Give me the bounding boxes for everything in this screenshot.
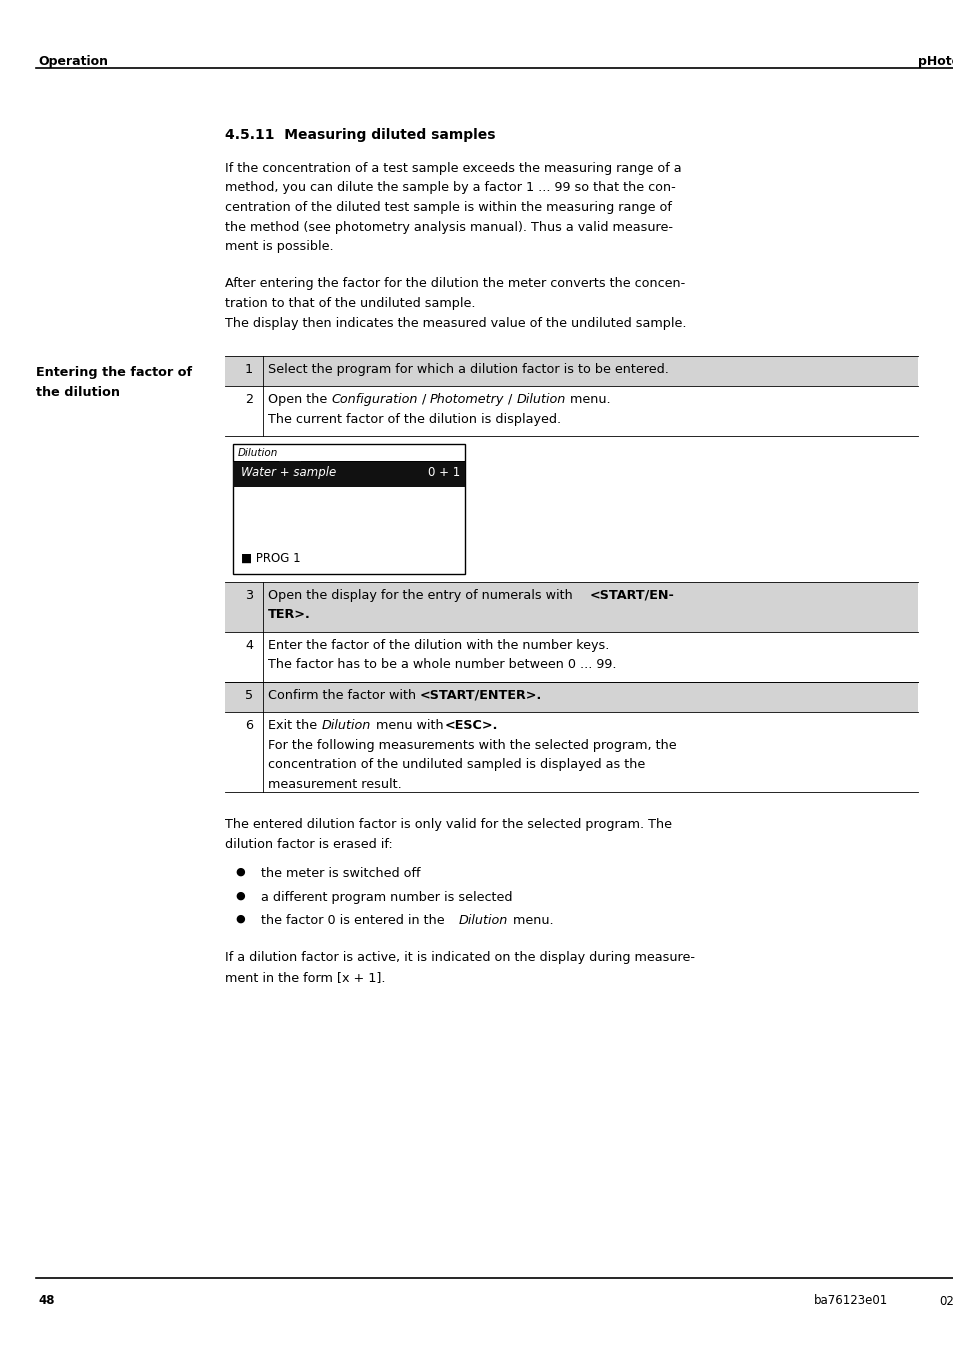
Text: <ESC>.: <ESC>. [444,719,497,732]
Text: Entering the factor of: Entering the factor of [36,366,192,380]
Text: 4.5.11  Measuring diluted samples: 4.5.11 Measuring diluted samples [225,128,495,142]
Text: Exit the: Exit the [268,719,321,732]
Text: Water + sample: Water + sample [241,466,335,480]
Text: the factor 0 is entered in the: the factor 0 is entered in the [261,915,448,927]
Text: 4: 4 [245,639,253,653]
Text: the meter is switched off: the meter is switched off [261,867,420,880]
Text: Dilution: Dilution [458,915,508,927]
Text: menu.: menu. [565,393,610,407]
Text: ●: ● [234,915,245,924]
Text: dilution factor is erased if:: dilution factor is erased if: [225,838,393,851]
Text: Operation: Operation [38,55,108,68]
Text: Enter the factor of the dilution with the number keys.: Enter the factor of the dilution with th… [268,639,609,653]
Bar [225,582,917,632]
Bar [225,682,917,712]
Text: tration to that of the undiluted sample.: tration to that of the undiluted sample. [225,297,475,309]
Text: Dilution: Dilution [237,449,278,458]
Text: 5: 5 [245,689,253,703]
Text: menu.: menu. [509,915,553,927]
Text: ment in the form [x + 1].: ment in the form [x + 1]. [225,971,385,984]
Text: ●: ● [234,867,245,877]
Text: Confirm the factor with: Confirm the factor with [268,689,419,703]
Text: the dilution: the dilution [36,385,120,399]
Bar [225,357,917,386]
Text: 0 + 1: 0 + 1 [427,466,459,480]
Text: If a dilution factor is active, it is indicated on the display during measure-: If a dilution factor is active, it is in… [225,951,695,965]
Text: Dilution: Dilution [517,393,565,407]
Text: a different program number is selected: a different program number is selected [261,890,512,904]
Text: concentration of the undiluted sampled is displayed as the: concentration of the undiluted sampled i… [268,758,644,771]
Text: 3: 3 [245,589,253,603]
Text: measurement result.: measurement result. [268,777,401,790]
Text: TER>.: TER>. [268,608,311,621]
Text: If the concentration of a test sample exceeds the measuring range of a: If the concentration of a test sample ex… [225,162,680,176]
Text: ment is possible.: ment is possible. [225,240,334,253]
Text: Photometry: Photometry [430,393,504,407]
Text: The entered dilution factor is only valid for the selected program. The: The entered dilution factor is only vali… [225,817,671,831]
Text: Open the: Open the [268,393,331,407]
Text: 6: 6 [245,719,253,732]
Text: <START/ENTER>.: <START/ENTER>. [419,689,541,703]
Text: /: / [417,393,430,407]
Text: Select the program for which a dilution factor is to be entered.: Select the program for which a dilution … [268,363,668,376]
Text: ba76123e01: ba76123e01 [813,1294,887,1306]
Text: menu with: menu with [372,719,447,732]
Text: 1: 1 [245,363,253,376]
Text: /: / [504,393,517,407]
Text: ●: ● [234,890,245,901]
Bar [233,461,464,486]
Text: pHotoFlex: pHotoFlex [917,55,953,68]
Text: Open the display for the entry of numerals with: Open the display for the entry of numera… [268,589,577,603]
Text: The display then indicates the measured value of the undiluted sample.: The display then indicates the measured … [225,316,686,330]
Text: method, you can dilute the sample by a factor 1 ... 99 so that the con-: method, you can dilute the sample by a f… [225,181,675,195]
Text: centration of the diluted test sample is within the measuring range of: centration of the diluted test sample is… [225,201,671,213]
Text: 2: 2 [245,393,253,407]
Text: ■ PROG 1: ■ PROG 1 [241,553,300,565]
Text: Dilution: Dilution [322,719,371,732]
Text: <START/EN-: <START/EN- [589,589,674,603]
Text: Configuration: Configuration [331,393,417,407]
Text: The factor has to be a whole number between 0 ... 99.: The factor has to be a whole number betw… [268,658,616,671]
Text: The current factor of the dilution is displayed.: The current factor of the dilution is di… [268,412,560,426]
Text: the method (see photometry analysis manual). Thus a valid measure-: the method (see photometry analysis manu… [225,220,672,234]
Text: For the following measurements with the selected program, the: For the following measurements with the … [268,739,676,751]
Text: 48: 48 [38,1294,54,1306]
Bar [233,444,464,574]
Text: 02/2013: 02/2013 [939,1294,953,1306]
Text: After entering the factor for the dilution the meter converts the concen-: After entering the factor for the diluti… [225,277,684,290]
